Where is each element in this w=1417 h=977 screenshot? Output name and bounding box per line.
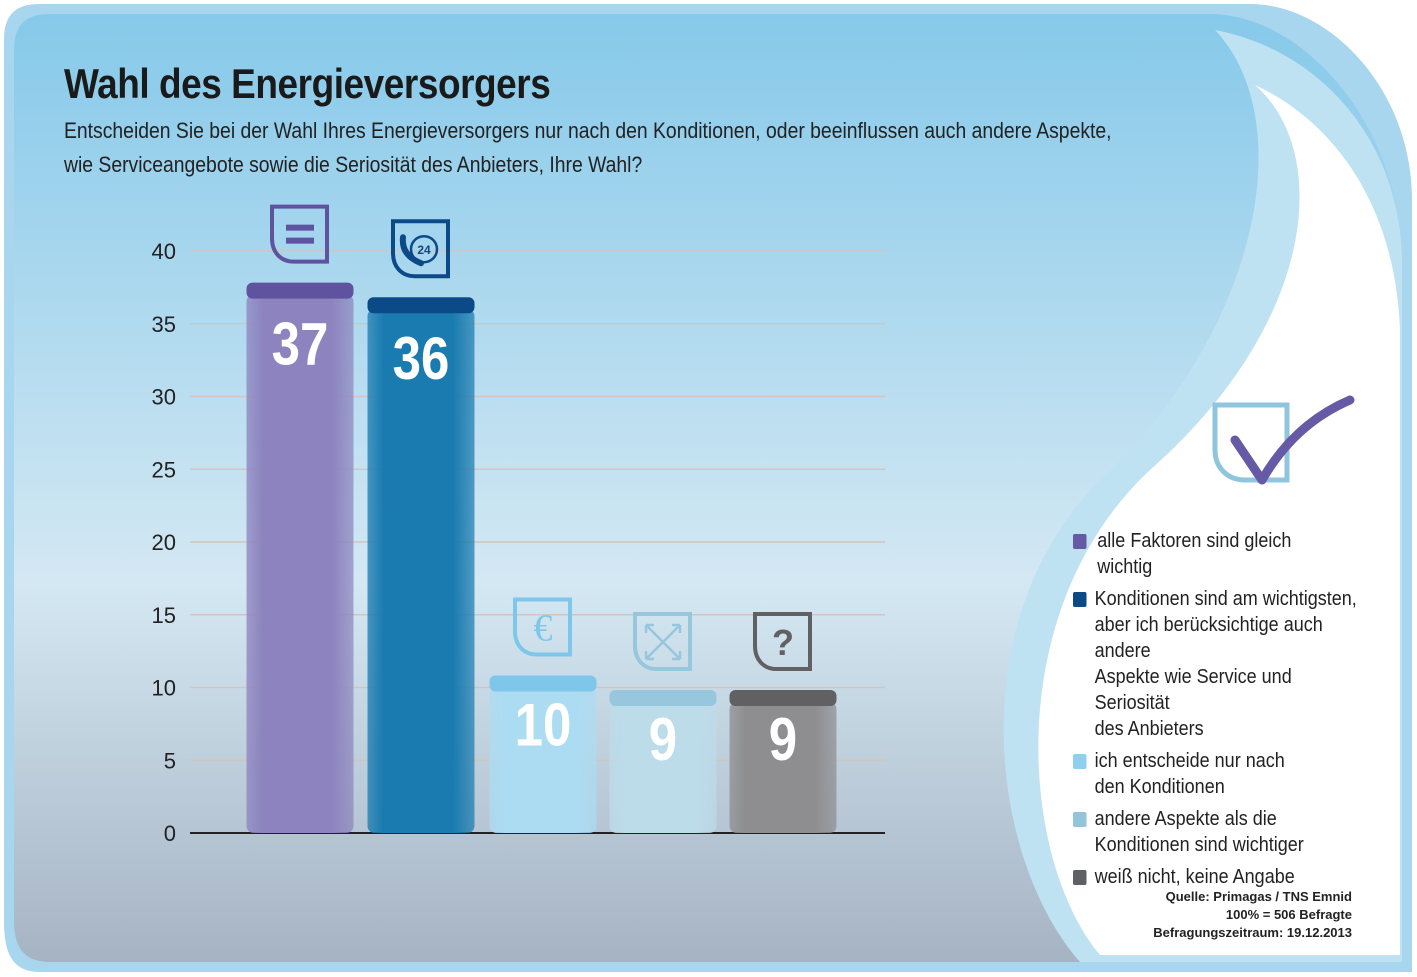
y-tick-label: 40 xyxy=(152,239,176,264)
data-label: 37 xyxy=(272,311,329,378)
data-label: 9 xyxy=(769,706,797,773)
legend-label: andere Aspekte als die xyxy=(1094,808,1277,830)
y-tick-label: 20 xyxy=(152,530,176,555)
page-subtitle: Entscheiden Sie bei der Wahl Ihres Energ… xyxy=(64,114,1208,182)
bar xyxy=(489,687,597,833)
svg-text:€: € xyxy=(534,608,553,650)
legend-item: Konditionen sind am wichtigsten, aber ic… xyxy=(1073,586,1370,742)
y-tick-label: 5 xyxy=(164,748,176,773)
subtitle-line: wie Serviceangebote sowie die Seriosität… xyxy=(64,152,643,177)
data-label: 9 xyxy=(649,706,677,773)
legend-label: ich entscheide nur nach xyxy=(1094,750,1285,772)
bar-cap xyxy=(489,675,597,692)
legend-swatch xyxy=(1073,812,1087,827)
legend-item: alle Faktoren sind gleich wichtig xyxy=(1073,528,1370,580)
legend-swatch xyxy=(1073,754,1087,769)
checkmark-icon xyxy=(1212,395,1355,485)
legend: alle Faktoren sind gleich wichtig Kondit… xyxy=(1073,528,1403,896)
y-tick-label: 25 xyxy=(152,457,176,482)
arrows-cross-icon xyxy=(633,612,692,672)
bar xyxy=(609,702,717,833)
legend-label: weiß nicht, keine Angabe xyxy=(1094,866,1295,888)
legend-label: Konditionen sind am wichtigsten, xyxy=(1094,588,1357,610)
equals-icon xyxy=(270,204,329,264)
source-note: Quelle: Primagas / TNS Emnid 100% = 506 … xyxy=(1153,888,1352,942)
legend-item: weiß nicht, keine Angabe xyxy=(1073,864,1370,890)
legend-label: alle Faktoren sind gleich xyxy=(1097,530,1292,552)
data-label: 36 xyxy=(393,325,450,392)
source-line: Befragungszeitraum: 19.12.2013 xyxy=(1153,925,1352,940)
legend-swatch xyxy=(1073,592,1087,607)
bar-cap xyxy=(609,690,717,707)
bar-cap xyxy=(367,297,475,314)
y-tick-label: 15 xyxy=(152,603,176,628)
y-tick-label: 0 xyxy=(164,821,176,846)
subtitle-line: Entscheiden Sie bei der Wahl Ihres Energ… xyxy=(64,118,1112,143)
bar xyxy=(246,294,354,833)
euro-icon: € xyxy=(513,597,572,657)
legend-label: den Konditionen xyxy=(1094,776,1225,798)
legend-label: aber ich berücksichtige auch andere xyxy=(1094,614,1323,662)
svg-text:24: 24 xyxy=(417,243,431,257)
legend-swatch xyxy=(1073,870,1087,885)
legend-label: des Anbieters xyxy=(1094,718,1204,740)
y-tick-label: 10 xyxy=(152,676,176,701)
bar xyxy=(367,309,475,833)
phone-24-icon: 24 xyxy=(391,219,450,279)
data-label: 10 xyxy=(515,692,572,759)
legend-swatch xyxy=(1073,534,1087,549)
y-tick-label: 30 xyxy=(152,385,176,410)
bar-cap xyxy=(246,282,354,299)
question-icon: ? xyxy=(753,612,812,672)
page-title: Wahl des Energieversorgers xyxy=(64,60,551,107)
y-tick-label: 35 xyxy=(152,312,176,337)
source-line: Quelle: Primagas / TNS Emnid xyxy=(1165,889,1352,904)
svg-text:?: ? xyxy=(772,622,794,663)
legend-item: ich entscheide nur nach den Konditionen xyxy=(1073,748,1370,800)
legend-item: andere Aspekte als die Konditionen sind … xyxy=(1073,806,1370,858)
source-line: 100% = 506 Befragte xyxy=(1225,907,1352,922)
bar xyxy=(729,702,837,833)
bar-cap xyxy=(729,690,837,707)
legend-label: Konditionen sind wichtiger xyxy=(1094,834,1304,856)
legend-label: Aspekte wie Service und Seriosität xyxy=(1094,666,1292,714)
legend-label: wichtig xyxy=(1097,556,1153,578)
